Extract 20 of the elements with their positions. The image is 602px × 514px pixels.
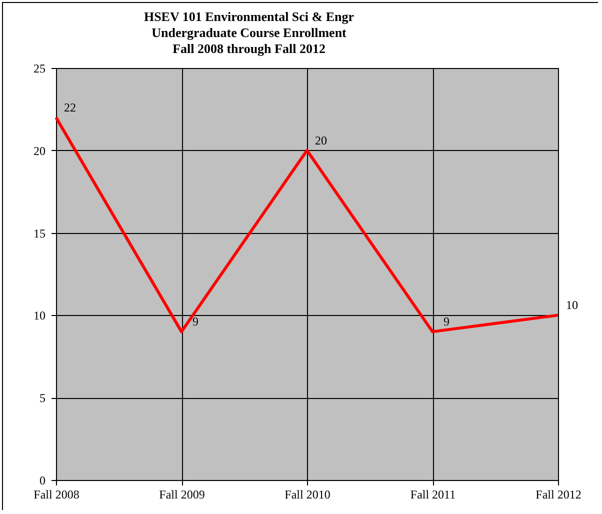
y-tick-label: 10	[34, 308, 46, 323]
line-series	[54, 116, 560, 334]
y-tick-label: 5	[40, 391, 46, 406]
data-label: 20	[315, 133, 327, 148]
y-tick-label: 25	[34, 62, 46, 76]
x-tick-label: Fall 2009	[159, 488, 205, 502]
text: Fall 2008 through Fall 2012	[172, 41, 326, 56]
y-tick-label: 15	[34, 226, 46, 240]
x-tick-label: Fall 2012	[536, 488, 582, 502]
data-label: 9	[192, 314, 198, 329]
x-tick-label: Fall 2011	[410, 488, 456, 502]
x-tick-label: Fall 2008	[34, 488, 80, 502]
data-label: 22	[64, 100, 76, 114]
data-label: 10	[566, 298, 578, 312]
x-tick-label: Fall 2010	[284, 488, 330, 502]
y-tick-label: 0	[40, 474, 46, 488]
text: Undergraduate Course Enrollment	[152, 25, 346, 40]
text: HSEV 101 Environmental Sci & Engr	[144, 9, 354, 24]
data-label: 9	[444, 314, 450, 329]
y-tick-label: 20	[34, 144, 46, 158]
